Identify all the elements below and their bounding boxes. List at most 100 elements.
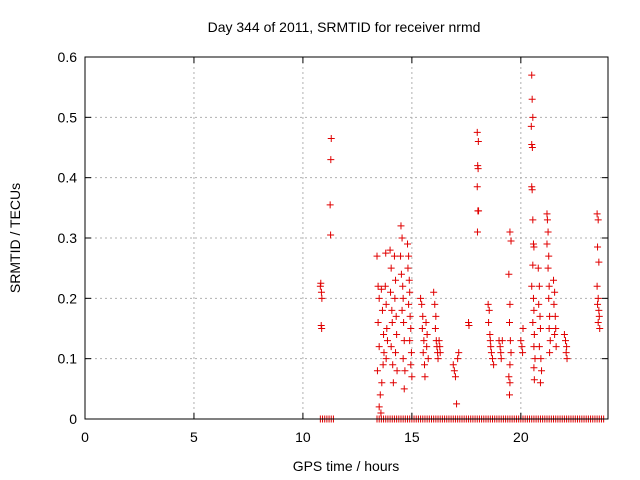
data-point	[546, 337, 554, 345]
data-point	[422, 318, 430, 326]
data-point	[517, 337, 525, 345]
data-point	[383, 325, 391, 332]
data-point	[417, 294, 425, 302]
data-point	[373, 367, 381, 375]
data-point	[536, 325, 544, 332]
data-point	[528, 95, 536, 103]
data-point	[382, 355, 390, 363]
data-point	[382, 249, 390, 257]
data-point	[595, 312, 603, 320]
data-point	[487, 343, 495, 351]
data-point	[377, 409, 385, 417]
data-point	[407, 325, 415, 332]
data-point	[435, 337, 443, 345]
data-point	[530, 331, 538, 339]
data-point	[550, 276, 558, 284]
data-point	[375, 294, 383, 302]
data-point	[506, 300, 514, 308]
data-point	[389, 361, 397, 369]
data-point	[545, 325, 553, 332]
data-point	[551, 312, 559, 320]
data-point	[405, 276, 413, 284]
data-point	[388, 306, 396, 314]
data-point	[489, 355, 497, 363]
data-point	[593, 210, 601, 218]
x-tick-label: 5	[190, 429, 198, 445]
data-point	[418, 300, 426, 308]
data-point	[528, 140, 536, 148]
data-point	[423, 331, 431, 339]
data-point	[594, 318, 602, 326]
data-point	[424, 355, 432, 363]
x-tick-label: 10	[295, 429, 311, 445]
data-point	[593, 282, 601, 290]
data-point	[399, 355, 407, 363]
axis-ticks: 0 0.1 0.2 0.3 0.4 0.5 0.6 0 5 10 15 20	[58, 49, 608, 445]
data-point	[418, 325, 426, 332]
data-point	[543, 240, 551, 248]
chart-title: Day 344 of 2011, SRMTID for receiver nrm…	[208, 19, 481, 35]
data-point	[406, 337, 414, 345]
data-point	[399, 294, 407, 302]
data-point	[378, 379, 386, 387]
data-point	[537, 355, 545, 363]
grid-lines	[85, 57, 608, 419]
data-point	[400, 385, 408, 393]
data-point	[595, 258, 603, 266]
data-point	[498, 337, 506, 345]
data-point	[473, 183, 481, 191]
data-point	[421, 361, 429, 369]
data-point	[530, 243, 538, 251]
data-point	[392, 312, 400, 320]
data-point	[436, 349, 444, 357]
data-point	[528, 282, 536, 290]
data-point	[407, 349, 415, 357]
data-point	[506, 361, 514, 369]
data-point	[318, 325, 326, 332]
data-point	[551, 288, 559, 296]
data-point	[485, 318, 493, 326]
data-point	[387, 343, 395, 351]
data-point	[431, 300, 439, 308]
data-point	[496, 343, 504, 351]
data-point	[529, 318, 537, 326]
data-point	[545, 282, 553, 290]
y-tick-label: 0.6	[58, 49, 78, 65]
data-point	[530, 364, 538, 372]
data-point	[506, 318, 514, 326]
data-point	[397, 252, 405, 260]
data-point	[387, 288, 395, 296]
data-point	[376, 391, 384, 399]
data-point	[543, 216, 551, 224]
data-point	[551, 331, 559, 339]
data-point	[436, 343, 444, 351]
y-tick-label: 0.4	[58, 170, 78, 186]
data-point	[562, 337, 570, 345]
data-point	[486, 331, 494, 339]
data-point	[563, 343, 571, 351]
data-point	[534, 264, 542, 272]
data-point	[530, 376, 538, 384]
data-point	[419, 312, 427, 320]
data-point	[529, 216, 537, 224]
data-point	[519, 325, 527, 332]
data-point	[560, 331, 568, 339]
data-point	[398, 306, 406, 314]
data-point	[432, 312, 440, 320]
data-point	[318, 294, 326, 302]
data-point	[497, 349, 505, 357]
data-point	[397, 270, 405, 278]
data-point	[531, 355, 539, 363]
data-point	[544, 264, 552, 272]
data-point	[393, 331, 401, 339]
data-point	[455, 349, 463, 357]
data-point	[423, 343, 431, 351]
data-point	[506, 391, 514, 399]
data-point	[317, 279, 325, 287]
data-point	[383, 337, 391, 345]
data-point	[543, 210, 551, 218]
data-point	[453, 400, 461, 408]
data-point	[401, 367, 409, 375]
data-point	[430, 288, 438, 296]
data-point	[536, 312, 544, 320]
